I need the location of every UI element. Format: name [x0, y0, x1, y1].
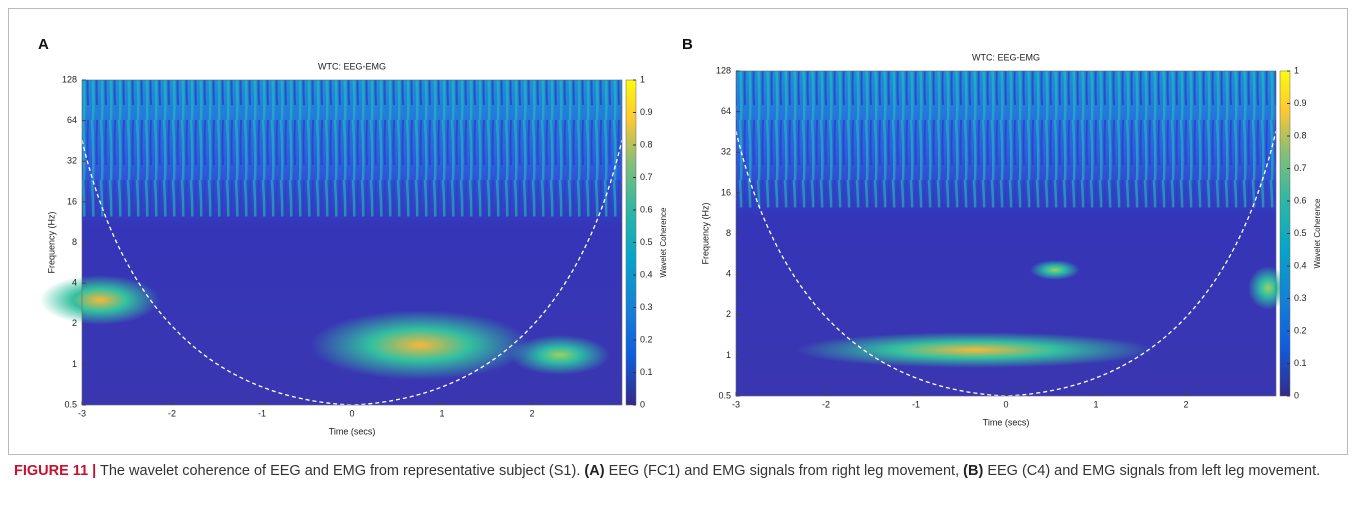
y-tick-label: 128 — [62, 74, 77, 84]
x-tick-label: 1 — [1093, 399, 1098, 409]
figure-frame — [8, 8, 1348, 455]
y-tick-label: 0.5 — [64, 399, 77, 409]
colorbar-tick-label: 0.6 — [640, 204, 653, 214]
y-tick-label: 64 — [721, 106, 731, 116]
colorbar-tick-label: 0.6 — [1294, 195, 1307, 205]
panel-label: A — [38, 36, 49, 53]
caption-text: The wavelet coherence of EEG and EMG fro… — [100, 463, 581, 479]
y-tick-label: 16 — [67, 196, 77, 206]
colorbar-tick-label: 0.3 — [640, 302, 653, 312]
panel-title: WTC: EEG-EMG — [318, 61, 386, 71]
colorbar-tick-label: 0.9 — [1294, 98, 1307, 108]
colorbar-tick-label: 0.4 — [1294, 260, 1307, 270]
x-tick-label: 2 — [529, 408, 534, 418]
colorbar-tick-label: 0.1 — [640, 367, 653, 377]
panel-label: B — [682, 36, 693, 53]
y-tick-label: 8 — [72, 237, 77, 247]
colorbar-tick-label: 0.4 — [640, 269, 653, 279]
x-tick-label: 0 — [349, 408, 354, 418]
caption-a-label: (A) — [584, 463, 605, 479]
x-axis-label: Time (secs) — [983, 417, 1030, 427]
y-tick-label: 2 — [726, 309, 731, 319]
x-tick-label: -3 — [732, 399, 740, 409]
y-tick-label: 1 — [72, 359, 77, 369]
coherence-region — [40, 275, 160, 325]
y-tick-label: 0.5 — [718, 390, 731, 400]
x-tick-label: -1 — [912, 399, 920, 409]
y-tick-label: 128 — [716, 65, 731, 75]
caption-a-text: EEG (FC1) and EMG signals from right leg… — [608, 463, 960, 479]
x-tick-label: 0 — [1003, 399, 1008, 409]
x-tick-label: -2 — [168, 408, 176, 418]
colorbar-tick-label: 0.2 — [640, 334, 653, 344]
caption-b-label: (B) — [963, 463, 984, 479]
coherence-region — [1030, 260, 1080, 280]
colorbar-tick-label: 0.7 — [640, 172, 653, 182]
y-tick-label: 32 — [67, 156, 77, 166]
x-tick-label: -1 — [258, 408, 266, 418]
y-tick-label: 4 — [726, 269, 731, 279]
x-tick-label: 1 — [439, 408, 444, 418]
colorbar-tick-label: 1 — [640, 74, 645, 84]
colorbar-label: Wavelet Coherence — [1313, 198, 1322, 269]
colorbar-tick-label: 0.8 — [640, 139, 653, 149]
caption: FIGURE 11 | The wavelet coherence of EEG… — [14, 460, 1344, 482]
coherence-region — [310, 310, 530, 380]
coherence-region — [510, 335, 610, 375]
y-tick-label: 8 — [726, 228, 731, 238]
colorbar-tick-label: 0.9 — [640, 107, 653, 117]
colorbar-tick-label: 0.8 — [1294, 130, 1307, 140]
colorbar-label: Wavelet Coherence — [659, 207, 668, 278]
x-tick-label: 2 — [1183, 399, 1188, 409]
y-axis-label: Frequency (Hz) — [46, 211, 56, 273]
colorbar-tick-label: 0 — [1294, 390, 1299, 400]
colorbar-tick-label: 0.1 — [1294, 358, 1307, 368]
heatmap-texture — [82, 80, 622, 217]
x-tick-label: -3 — [78, 408, 86, 418]
colorbar-tick-label: 0 — [640, 399, 645, 409]
x-axis-label: Time (secs) — [329, 426, 376, 436]
y-tick-label: 32 — [721, 147, 731, 157]
colorbar-tick-label: 0.2 — [1294, 325, 1307, 335]
colorbar-tick-label: 0.5 — [1294, 228, 1307, 238]
figure: A WTC: EEG-EMG -3 -2 -1 0 1 2 Time (secs) 0.5 1 2 4 8… — [38, 36, 1322, 436]
colorbar-tick-label: 0.7 — [1294, 163, 1307, 173]
y-axis-label: Frequency (Hz) — [700, 202, 710, 264]
cone-of-influence — [735, 130, 1277, 397]
colorbar-tick-label: 1 — [1294, 65, 1299, 75]
y-tick-label: 1 — [726, 350, 731, 360]
y-tick-label: 64 — [67, 115, 77, 125]
y-tick-label: 4 — [72, 278, 77, 288]
y-tick-label: 16 — [721, 187, 731, 197]
coherence-region — [1248, 266, 1288, 310]
colorbar-tick-label: 0.5 — [640, 237, 653, 247]
colorbar-tick-label: 0.3 — [1294, 293, 1307, 303]
heatmap-texture — [736, 71, 1276, 208]
y-tick-label: 2 — [72, 318, 77, 328]
cone-of-influence — [81, 139, 623, 406]
x-tick-label: -2 — [822, 399, 830, 409]
panel-title: WTC: EEG-EMG — [972, 52, 1040, 62]
coherence-region — [795, 332, 1155, 368]
caption-label: FIGURE 11 | — [14, 463, 97, 479]
caption-b-text: EEG (C4) and EMG signals from left leg m… — [987, 463, 1321, 479]
